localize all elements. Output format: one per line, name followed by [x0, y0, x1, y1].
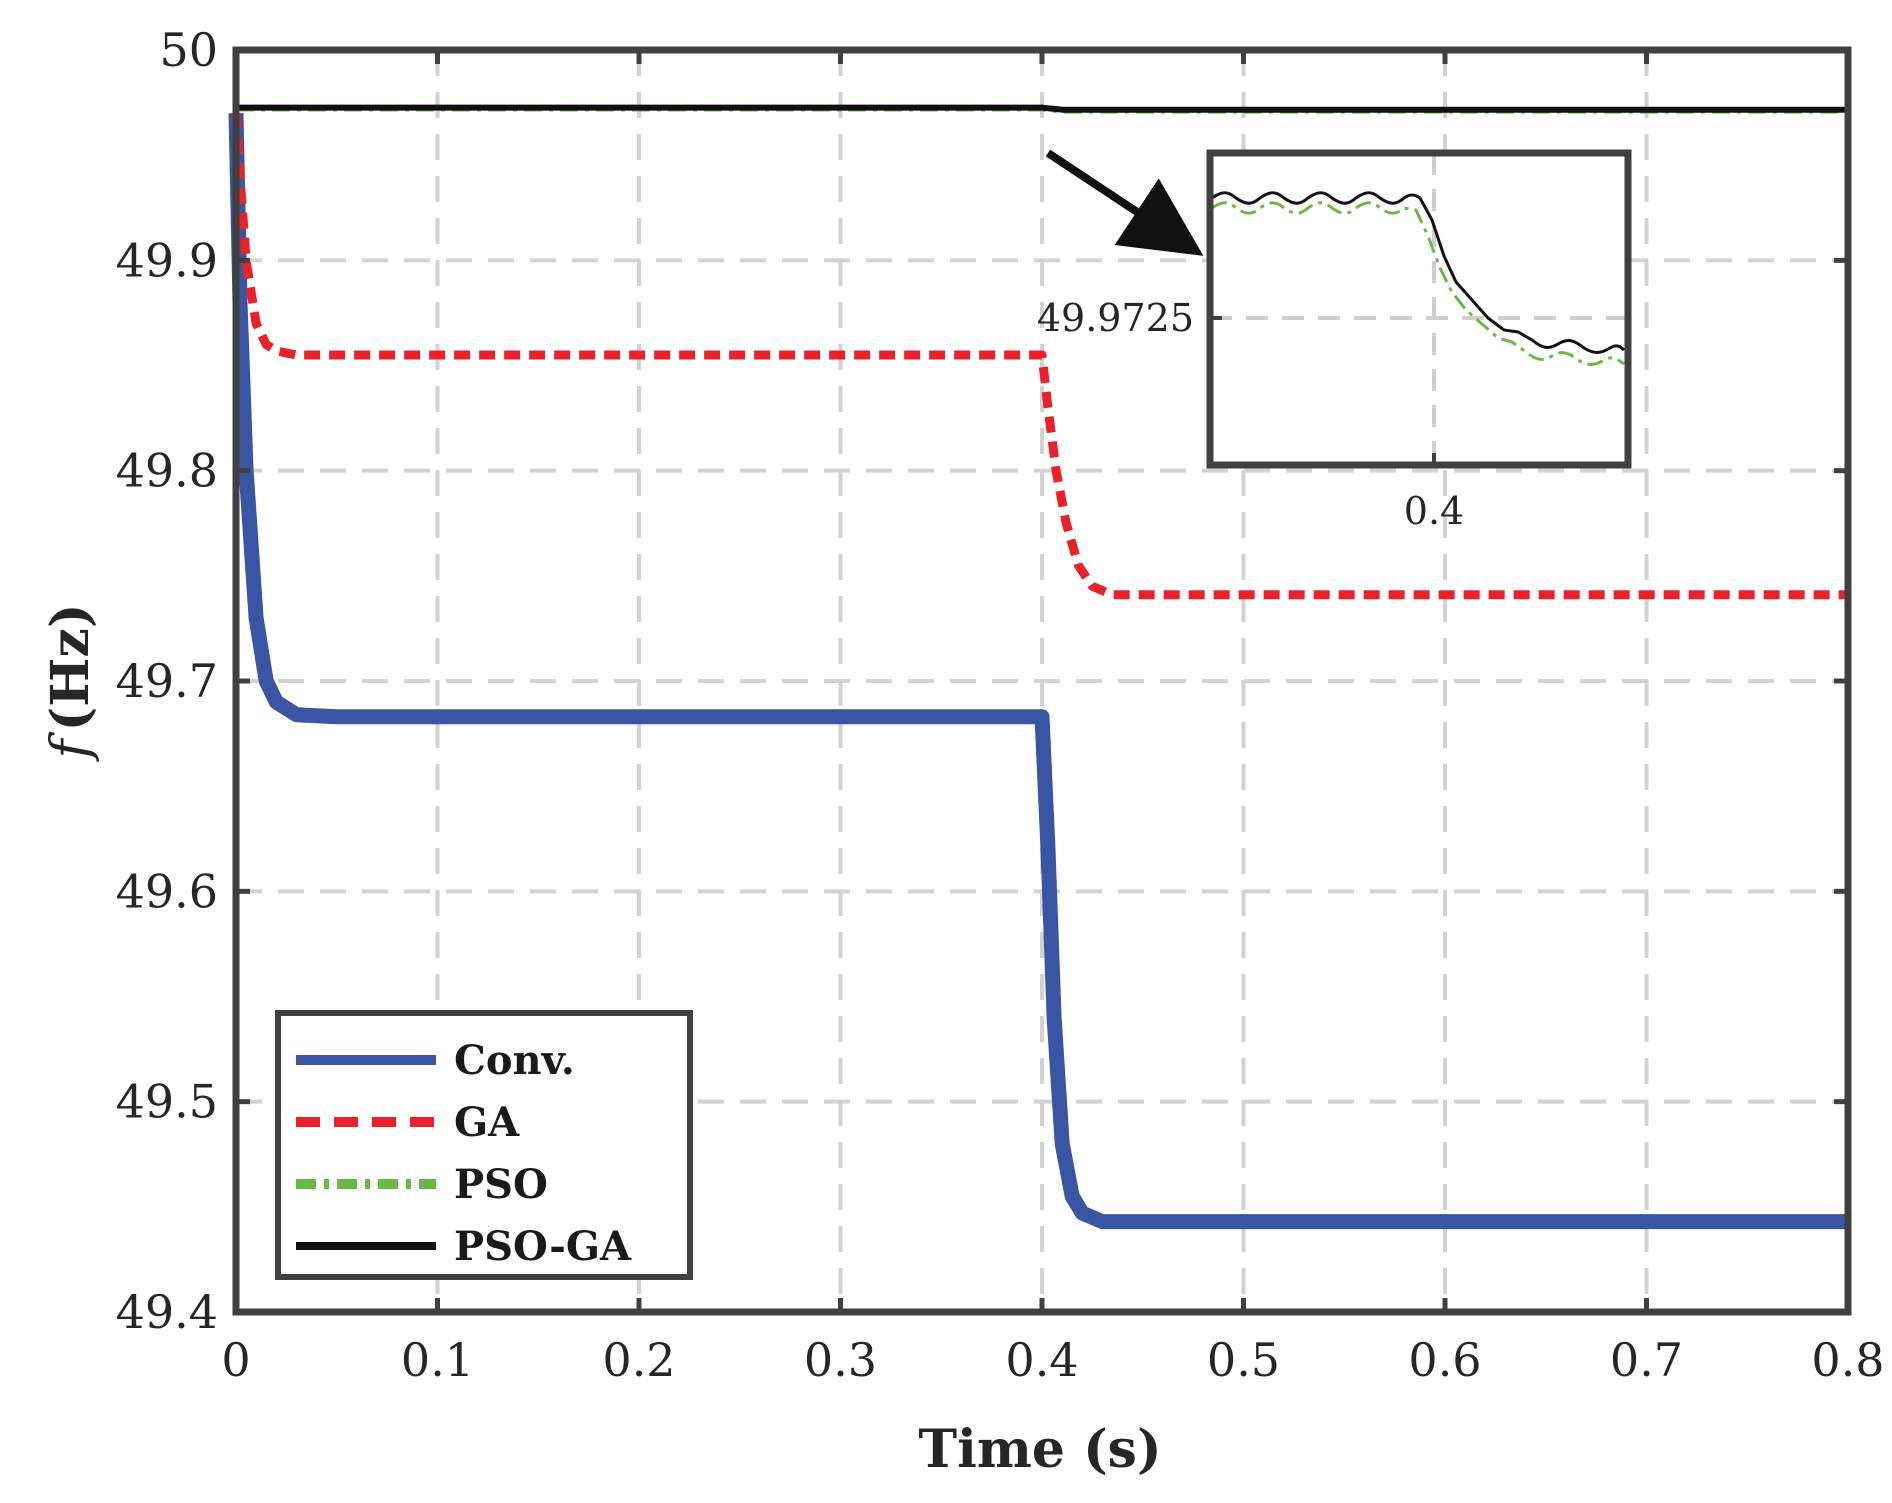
legend-label-ga: GA: [454, 1099, 520, 1146]
x-tick-label-6: 0.6: [1408, 1333, 1481, 1387]
x-axis-label: Time (s): [918, 1419, 1161, 1480]
y-tick-label-4: 49.8: [116, 444, 218, 498]
zoom-arrow: [1045, 149, 1204, 256]
y-tick-label-6: 50: [159, 23, 218, 77]
y-tick-label-0: 49.4: [116, 1285, 218, 1339]
series-line-conv: [228, 112, 1848, 1230]
inset-zoom: 49.9725 0.4: [1037, 149, 1632, 533]
series-line-pso-ga: [236, 104, 1848, 113]
series-line-ga: [231, 112, 1848, 600]
legend-label-psoga: PSO-GA: [454, 1223, 632, 1270]
x-tick-labels: 0 0.1 0.2 0.3 0.4 0.5 0.6 0.7 0.8: [221, 1333, 1884, 1387]
inset-xtick-label: 0.4: [1404, 489, 1464, 533]
inset-pso-line: [1211, 201, 1625, 366]
y-tick-labels: 49.4 49.5 49.6 49.7 49.8 49.9 50: [116, 23, 218, 1339]
tick-layer: [233, 47, 1851, 1315]
x-tick-label-3: 0.3: [804, 1333, 877, 1387]
inset-psoga-line: [1211, 191, 1626, 354]
y-axis-label-unit: (Hz): [40, 603, 101, 731]
x-tick-label-8: 0.8: [1811, 1333, 1884, 1387]
y-tick-label-5: 49.9: [116, 233, 218, 287]
legend-label-pso: PSO: [454, 1161, 548, 1208]
inset-area: [1210, 153, 1628, 465]
y-tick-label-3: 49.7: [116, 654, 218, 708]
legend: Conv. GA PSO PSO-GA: [275, 1010, 693, 1280]
inset-ytick-label: 49.9725: [1037, 296, 1194, 340]
x-tick-label-5: 0.5: [1207, 1333, 1280, 1387]
x-tick-label-1: 0.1: [401, 1333, 474, 1387]
x-tick-label-4: 0.4: [1005, 1333, 1078, 1387]
inset-frame: [1206, 149, 1632, 469]
x-tick-label-2: 0.2: [602, 1333, 675, 1387]
y-tick-label-2: 49.6: [116, 864, 218, 918]
y-tick-label-1: 49.5: [116, 1075, 218, 1129]
y-axis-label-symbol: f: [41, 732, 101, 763]
x-tick-label-7: 0.7: [1610, 1333, 1683, 1387]
legend-label-conv: Conv.: [454, 1037, 575, 1084]
y-axis-label: f(Hz): [40, 603, 101, 762]
x-tick-label-0: 0: [221, 1333, 250, 1387]
series-layer: [228, 104, 1848, 1230]
